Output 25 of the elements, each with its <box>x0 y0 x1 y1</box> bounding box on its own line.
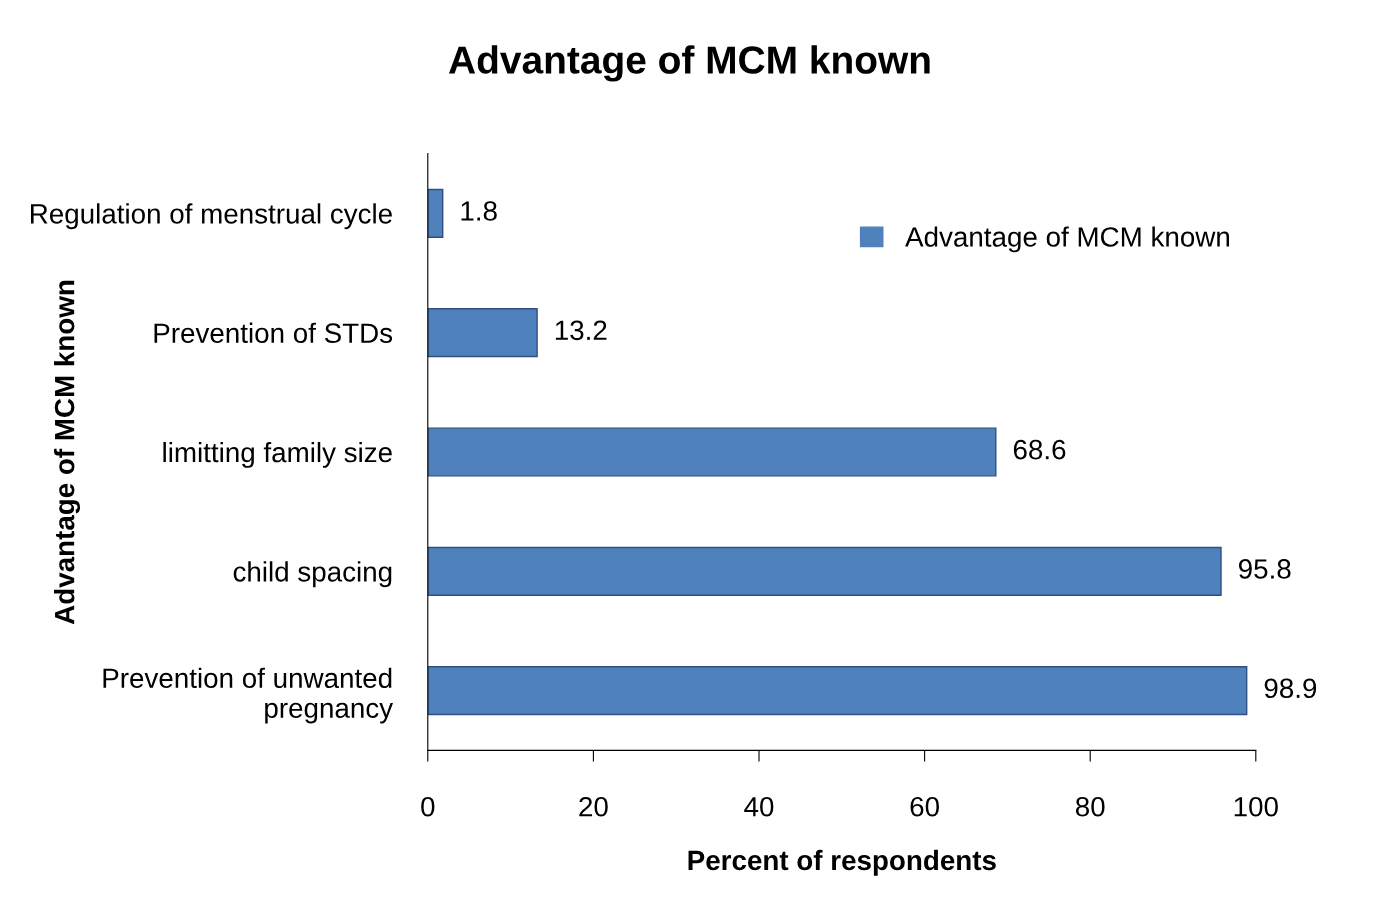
data-label: 13.2 <box>555 320 607 341</box>
y-tick-label: Regulation of menstrual cycle <box>31 203 392 230</box>
y-axis-title: Advantage of MCM known <box>54 280 81 625</box>
x-tick-label: 80 <box>1075 796 1105 817</box>
chart-title: Advantage of MCM known <box>449 45 930 82</box>
bar <box>427 666 1248 716</box>
x-tick-label: 40 <box>744 796 774 817</box>
data-label: 68.6 <box>1013 439 1066 460</box>
x-tick-label: 60 <box>910 796 939 817</box>
x-tick-label: 0 <box>421 796 435 817</box>
y-tick-label: child spacing <box>233 561 392 588</box>
bar <box>427 308 538 358</box>
data-label: 1.8 <box>461 201 497 221</box>
y-tick-label: Prevention of unwanted pregnancy <box>103 667 394 724</box>
y-tick-label: Prevention of STDs <box>154 322 393 344</box>
x-tick-label: 20 <box>579 796 608 817</box>
y-tick-label: limitting family size <box>163 441 392 468</box>
legend-label: Advantage of MCM known <box>905 226 1230 253</box>
data-label: 95.8 <box>1238 559 1291 579</box>
bar <box>427 188 444 238</box>
x-tick-label: 100 <box>1234 796 1278 817</box>
bar <box>427 546 1222 596</box>
data-label: 98.9 <box>1264 678 1317 699</box>
bar <box>427 427 997 477</box>
x-axis-title: Percent of respondents <box>688 849 996 876</box>
